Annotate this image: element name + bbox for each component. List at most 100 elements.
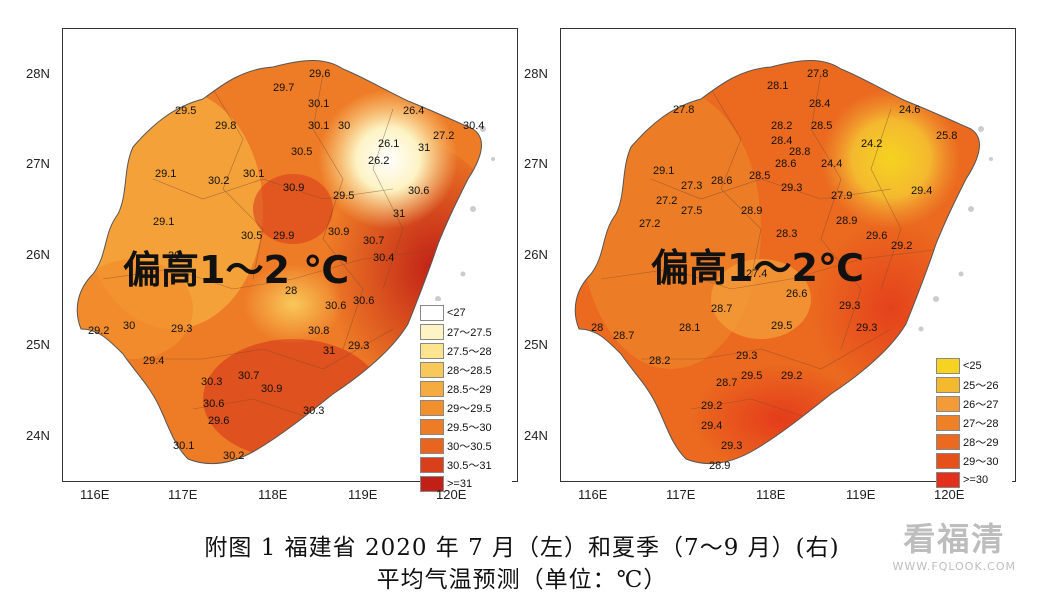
station-value-label: 29.2	[891, 240, 912, 252]
station-value-label: 30.6	[353, 295, 374, 307]
lon-tick-label: 116E	[80, 487, 110, 502]
watermark-sub: WWW.FQLOOK.COM	[892, 560, 1016, 573]
station-value-label: 29.2	[781, 370, 802, 382]
legend-swatch	[420, 361, 444, 378]
site-watermark: 看福清 WWW.FQLOOK.COM	[893, 514, 1016, 573]
legend-label: 28～28.5	[447, 364, 492, 377]
station-value-label: 28.1	[679, 322, 700, 334]
legend-swatch	[936, 471, 960, 488]
station-value-label: 29.3	[839, 300, 860, 312]
station-value-label: 29.3	[781, 182, 802, 194]
left-province-outline	[76, 60, 482, 465]
station-value-label: 28.6	[775, 158, 796, 170]
legend-label: 28～29	[963, 436, 999, 449]
lat-tick-label: 27N	[524, 156, 548, 171]
station-value-label: 29.8	[215, 120, 236, 132]
legend-label: >=30	[963, 473, 989, 486]
legend-label: 29.5～30	[447, 421, 492, 434]
legend-label: 29～30	[963, 455, 999, 468]
legend-label: 30.5～31	[447, 459, 492, 472]
station-value-label: 31	[418, 142, 430, 154]
station-value-label: 28.4	[771, 135, 792, 147]
legend-label: >=31	[447, 477, 473, 490]
legend-label: <27	[447, 306, 466, 319]
station-value-label: 30.8	[308, 325, 329, 337]
left-map-fill	[77, 60, 482, 464]
station-value-label: 29.3	[736, 350, 757, 362]
legend-label: <25	[963, 359, 982, 372]
lon-tick-label: 117E	[666, 487, 696, 502]
station-value-label: 28.5	[811, 120, 832, 132]
legend-item: 30.5～31	[420, 455, 512, 474]
station-value-label: 30.4	[373, 252, 394, 264]
legend-label: 26～27	[963, 398, 999, 411]
left-legend: <27 27～27.5 27.5～28 28～28.5 28.5～29 29～29.5 29…	[420, 301, 512, 495]
station-value-label: 27.2	[656, 195, 677, 207]
station-value-label: 29.3	[856, 322, 877, 334]
station-value-label: 30.1	[173, 440, 194, 452]
legend-item: <27	[420, 303, 512, 322]
watermark-main: 看福清	[903, 520, 1006, 558]
lat-tick-label: 26N	[524, 247, 548, 262]
station-value-label: 28.5	[749, 170, 770, 182]
station-value-label: 29.5	[333, 190, 354, 202]
station-value-label: 28.2	[649, 355, 670, 367]
station-value-label: 27.2	[639, 218, 660, 230]
lon-tick-label: 117E	[168, 487, 198, 502]
station-value-label: 30.1	[308, 120, 329, 132]
station-value-label: 28.2	[771, 120, 792, 132]
right-map-panel: 27.8 28.1 27.8 28.4 28.5 24.6 28.2 28.4 25.8 28.6…	[560, 28, 1016, 491]
station-value-label: 30	[338, 120, 350, 132]
station-value-label: 29.5	[175, 105, 196, 117]
station-value-label: 30.6	[325, 300, 346, 312]
station-value-label: 29.4	[701, 420, 722, 432]
station-value-label: 27.2	[433, 130, 454, 142]
station-value-label: 30.6	[408, 185, 429, 197]
legend-label: 27～28	[963, 417, 999, 430]
left-overlay-text: 偏高1～2 ℃	[123, 248, 350, 292]
station-value-label: 29.2	[88, 325, 109, 337]
station-value-label: 28.9	[836, 215, 857, 227]
station-value-label: 26.2	[368, 155, 389, 167]
lat-tick-label: 24N	[524, 428, 548, 443]
legend-swatch	[936, 357, 960, 374]
legend-item: 28～28.5	[420, 360, 512, 379]
lon-tick-label: 118E	[756, 487, 786, 502]
station-value-label: 28	[591, 322, 603, 334]
station-value-label: 29.1	[653, 165, 674, 177]
legend-label: 29～29.5	[447, 402, 492, 415]
legend-swatch	[420, 380, 444, 397]
right-islands	[918, 126, 993, 332]
right-legend: <25 25～26 26～27 27～28 28～29 29～30 >=30	[936, 354, 1012, 491]
station-value-label: 29.2	[701, 400, 722, 412]
station-value-label: 29.5	[741, 370, 762, 382]
station-value-label: 29.6	[309, 68, 330, 80]
legend-item: 27.5～28	[420, 341, 512, 360]
station-value-label: 29.4	[911, 185, 932, 197]
station-value-label: 30.2	[223, 450, 244, 462]
figure-caption-line1: 附图 1 福建省 2020 年 7 月（左）和夏季（7～9 月）(右)	[204, 535, 840, 561]
lon-tick-label: 119E	[846, 487, 876, 502]
station-value-label: 28.7	[716, 377, 737, 389]
station-value-label: 30.5	[241, 230, 262, 242]
lon-tick-label: 120E	[934, 487, 965, 502]
station-value-label: 24.6	[899, 104, 920, 116]
station-value-label: 27.8	[673, 104, 694, 116]
legend-item: >=30	[936, 470, 1012, 489]
station-value-label: 30.4	[463, 120, 484, 132]
right-province-outline	[574, 60, 980, 465]
station-value-label: 30	[123, 320, 135, 332]
legend-swatch	[936, 414, 960, 431]
station-value-label: 30.7	[238, 370, 259, 382]
station-value-label: 27.4	[746, 268, 767, 280]
station-value-label: 28.6	[711, 175, 732, 187]
legend-item: 30～30.5	[420, 436, 512, 455]
station-value-label: 28.9	[709, 460, 730, 472]
station-value-label: 29.6	[866, 230, 887, 242]
legend-item: >=31	[420, 474, 512, 493]
station-value-label: 30.9	[261, 383, 282, 395]
station-value-label: 27.3	[681, 180, 702, 192]
lat-tick-label: 25N	[26, 337, 50, 352]
legend-label: 27.5～28	[447, 345, 492, 358]
legend-swatch	[420, 304, 444, 321]
